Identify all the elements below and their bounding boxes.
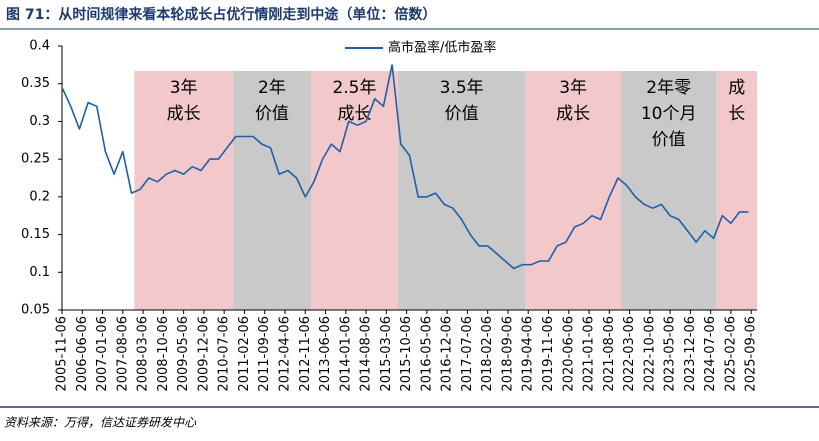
y-tick-label: 0.2 xyxy=(29,189,50,204)
period-label: 价值 xyxy=(652,130,686,150)
x-tick-label: 2021-08-06 xyxy=(602,316,617,392)
period-label: 价值 xyxy=(445,104,479,124)
x-tick-label: 2018-02-06 xyxy=(480,316,495,392)
x-tick-label: 2009-12-06 xyxy=(196,316,211,392)
y-tick-label: 0.25 xyxy=(21,152,50,167)
x-tick-label: 2015-10-06 xyxy=(399,316,414,392)
period-label: 3年 xyxy=(559,78,587,98)
x-tick-label: 2009-05-06 xyxy=(176,316,191,392)
x-tick-label: 2016-12-06 xyxy=(440,316,455,392)
period-label: 成 xyxy=(728,78,745,98)
period-label: 长 xyxy=(728,104,745,124)
series-line xyxy=(61,64,749,270)
x-tick-label: 2010-07-06 xyxy=(217,316,232,392)
x-tick-label: 2018-09-06 xyxy=(500,316,515,392)
x-tick-label: 2011-02-06 xyxy=(237,316,252,392)
x-tick-label: 2019-04-06 xyxy=(521,316,536,392)
period-label: 2年零 xyxy=(646,78,691,98)
y-tick-label: 0.1 xyxy=(29,265,50,280)
source: 资料来源：万得，信达证券研发中心 xyxy=(4,416,197,430)
x-tick-label: 2022-03-06 xyxy=(622,316,637,392)
x-tick-label: 2016-05-06 xyxy=(419,316,434,392)
x-tick-label: 2005-11-06 xyxy=(55,316,70,392)
y-tick-label: 0.3 xyxy=(29,114,50,129)
period-label: 价值 xyxy=(255,104,289,124)
x-tick-label: 2014-08-06 xyxy=(359,316,374,392)
x-tick-label: 2019-11-06 xyxy=(541,316,556,392)
period-label: 3.5年 xyxy=(440,78,484,98)
y-tick-label: 0.35 xyxy=(21,76,50,91)
x-tick-label: 2012-11-06 xyxy=(298,316,313,392)
period-label: 成长 xyxy=(167,104,201,124)
legend-label: 高市盈率/低市盈率 xyxy=(388,40,496,56)
x-tick-label: 2025-09-06 xyxy=(744,316,759,392)
x-tick-label: 2007-08-06 xyxy=(115,316,130,392)
period-band xyxy=(397,71,526,310)
period-label: 成长 xyxy=(337,104,371,124)
x-tick-label: 2023-05-06 xyxy=(663,316,678,392)
x-tick-label: 2025-02-06 xyxy=(723,316,738,392)
period-band xyxy=(716,71,757,310)
x-tick-label: 2021-01-06 xyxy=(582,316,597,392)
period-band xyxy=(525,71,621,310)
x-tick-label: 2020-06-06 xyxy=(561,316,576,392)
period-band xyxy=(134,71,233,310)
period-label: 成长 xyxy=(556,104,590,124)
x-tick-label: 2015-03-06 xyxy=(379,316,394,392)
x-tick-label: 2013-06-06 xyxy=(318,316,333,392)
x-tick-label: 2024-07-06 xyxy=(703,316,718,392)
x-tick-label: 2012-04-06 xyxy=(277,316,292,392)
x-tick-label: 2007-01-06 xyxy=(95,316,110,392)
chart-title: 图 71：从时间规律来看本轮成长占优行情刚走到中途（单位：倍数） xyxy=(6,6,436,23)
period-label: 10个月 xyxy=(641,104,697,124)
x-tick-label: 2022-10-06 xyxy=(642,316,657,392)
period-band xyxy=(620,71,717,310)
x-tick-label: 2014-01-06 xyxy=(338,316,353,392)
x-tick-label: 2011-09-06 xyxy=(257,316,272,392)
period-label: 3年 xyxy=(170,78,198,98)
period-band xyxy=(311,71,398,310)
y-tick-label: 0.4 xyxy=(29,39,50,54)
period-band xyxy=(232,71,312,310)
period-label: 2.5年 xyxy=(332,78,376,98)
y-tick-label: 0.15 xyxy=(21,227,50,242)
x-tick-label: 2023-12-06 xyxy=(683,316,698,392)
x-tick-label: 2006-06-06 xyxy=(75,316,90,392)
period-label: 2年 xyxy=(258,78,286,98)
y-tick-label: 0.05 xyxy=(21,303,50,318)
x-tick-label: 2008-03-06 xyxy=(136,316,151,392)
x-tick-label: 2008-10-06 xyxy=(156,316,171,392)
x-tick-label: 2017-07-06 xyxy=(460,316,475,392)
